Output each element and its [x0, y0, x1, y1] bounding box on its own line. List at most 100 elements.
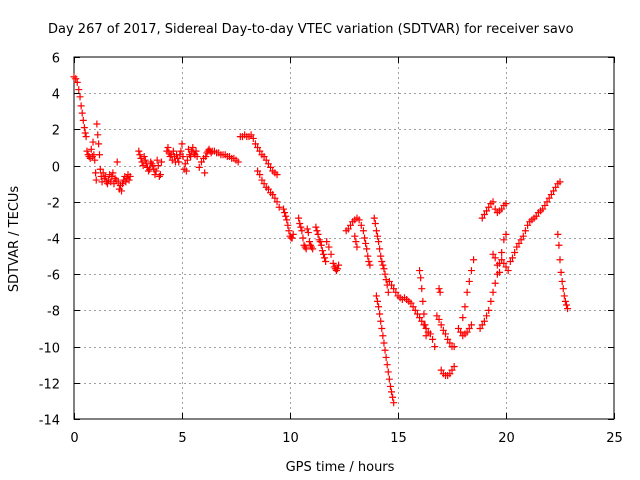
y-tick-label: -4 — [47, 233, 60, 248]
data-point — [363, 245, 371, 253]
data-point — [491, 279, 499, 287]
data-point — [153, 156, 161, 164]
data-point — [380, 265, 388, 273]
data-point — [493, 261, 501, 269]
data-point — [285, 227, 293, 235]
data-point — [435, 285, 443, 293]
data-point — [298, 227, 306, 235]
data-point — [502, 263, 510, 271]
data-point — [454, 325, 462, 332]
data-point — [312, 223, 320, 231]
data-point — [470, 256, 478, 264]
data-point — [249, 134, 257, 142]
data-point — [288, 234, 296, 242]
data-point — [446, 370, 454, 378]
data-point — [280, 205, 288, 213]
data-point — [421, 321, 429, 329]
data-point — [262, 156, 270, 164]
data-point — [463, 328, 471, 336]
data-point — [485, 306, 493, 314]
data-point — [550, 187, 558, 195]
data-point — [379, 261, 387, 269]
data-point — [260, 153, 268, 161]
data-point — [392, 288, 400, 296]
data-point — [76, 93, 84, 101]
data-point — [103, 180, 111, 188]
x-tick-label: 0 — [70, 431, 78, 446]
data-point — [371, 220, 379, 228]
data-point — [376, 310, 384, 318]
data-point — [79, 116, 87, 124]
data-point — [407, 299, 415, 307]
data-point — [101, 172, 109, 180]
data-point — [483, 312, 491, 320]
data-point — [437, 366, 445, 374]
data-point — [561, 297, 569, 305]
data-point — [110, 180, 118, 188]
data-point — [524, 221, 532, 229]
data-point — [83, 147, 91, 155]
data-point — [284, 221, 292, 229]
data-point — [314, 230, 322, 238]
data-point — [388, 281, 396, 289]
data-point — [183, 156, 191, 164]
data-point — [416, 314, 424, 322]
data-point — [377, 317, 385, 325]
data-point — [325, 243, 333, 251]
data-point — [91, 156, 99, 164]
data-point — [385, 277, 393, 285]
data-point — [251, 140, 259, 148]
data-point — [426, 330, 434, 338]
data-point — [135, 147, 143, 155]
data-point — [362, 239, 370, 247]
data-point — [164, 144, 172, 151]
data-point — [457, 328, 465, 336]
x-tick-label: 15 — [390, 431, 407, 446]
data-point — [281, 209, 289, 217]
data-point — [429, 335, 437, 343]
data-point — [184, 145, 192, 153]
data-point — [92, 176, 100, 184]
data-point — [136, 151, 144, 159]
data-point — [559, 285, 567, 293]
data-point — [175, 158, 183, 166]
data-point — [366, 261, 374, 269]
data-point — [480, 317, 488, 325]
data-point — [378, 325, 386, 332]
data-point — [384, 368, 392, 376]
data-point — [478, 321, 486, 329]
data-point — [409, 303, 417, 311]
y-axis-label: SDTVAR / TECUs — [7, 186, 22, 293]
data-point — [498, 248, 506, 256]
data-point — [247, 131, 255, 139]
data-point — [502, 200, 510, 208]
data-point — [489, 198, 497, 206]
data-point — [322, 258, 330, 266]
data-point — [264, 185, 272, 193]
data-point — [77, 102, 85, 110]
data-point — [450, 343, 458, 351]
data-point — [269, 191, 277, 199]
data-point — [258, 176, 266, 184]
data-point — [373, 232, 381, 240]
data-point — [273, 198, 281, 206]
data-point — [355, 216, 363, 224]
data-point — [329, 259, 337, 267]
data-point — [543, 198, 551, 206]
data-point — [379, 332, 387, 340]
x-tick-label: 10 — [282, 431, 299, 446]
data-point — [554, 230, 562, 238]
data-point — [513, 243, 521, 251]
data-point — [372, 227, 380, 235]
data-point — [283, 216, 291, 224]
data-point — [82, 133, 90, 141]
data-point — [459, 314, 467, 322]
data-point — [152, 167, 160, 175]
data-point — [555, 241, 563, 249]
data-point — [558, 277, 566, 285]
data-point — [446, 339, 454, 347]
data-point — [267, 163, 275, 171]
data-point — [511, 248, 519, 256]
data-point — [334, 265, 342, 273]
data-point — [502, 230, 510, 238]
